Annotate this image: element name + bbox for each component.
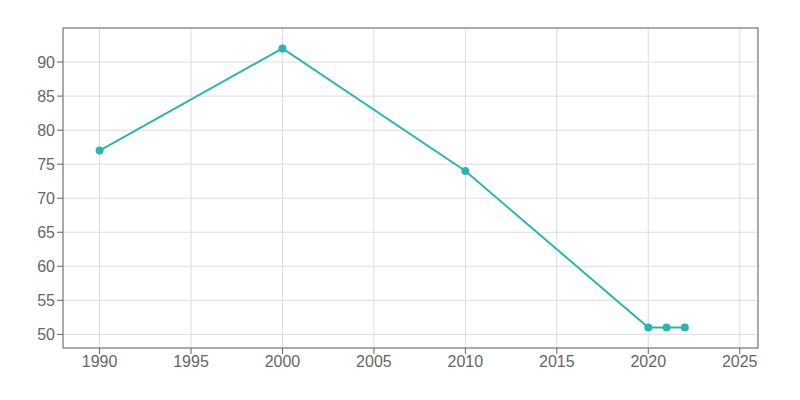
svg-text:60: 60 <box>37 258 55 275</box>
svg-text:50: 50 <box>37 326 55 343</box>
svg-text:2025: 2025 <box>722 353 758 370</box>
svg-text:70: 70 <box>37 190 55 207</box>
svg-text:55: 55 <box>37 292 55 309</box>
svg-text:80: 80 <box>37 122 55 139</box>
svg-text:2000: 2000 <box>265 353 301 370</box>
svg-text:1990: 1990 <box>82 353 118 370</box>
svg-text:75: 75 <box>37 156 55 173</box>
svg-text:2020: 2020 <box>630 353 666 370</box>
svg-text:90: 90 <box>37 54 55 71</box>
svg-text:2005: 2005 <box>356 353 392 370</box>
svg-text:1995: 1995 <box>173 353 209 370</box>
svg-text:2010: 2010 <box>448 353 484 370</box>
svg-text:2015: 2015 <box>539 353 575 370</box>
svg-text:65: 65 <box>37 224 55 241</box>
svg-text:85: 85 <box>37 88 55 105</box>
